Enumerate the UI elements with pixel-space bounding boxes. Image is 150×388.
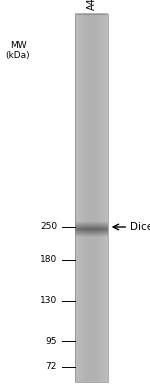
Text: 180: 180 — [40, 255, 57, 265]
Text: A431: A431 — [87, 0, 96, 10]
Text: 95: 95 — [45, 337, 57, 346]
Text: 250: 250 — [40, 222, 57, 232]
Text: 130: 130 — [40, 296, 57, 305]
Bar — [75, 14, 108, 382]
Text: Dicer: Dicer — [130, 222, 150, 232]
Text: MW
(kDa): MW (kDa) — [6, 41, 30, 60]
Text: 72: 72 — [46, 362, 57, 371]
